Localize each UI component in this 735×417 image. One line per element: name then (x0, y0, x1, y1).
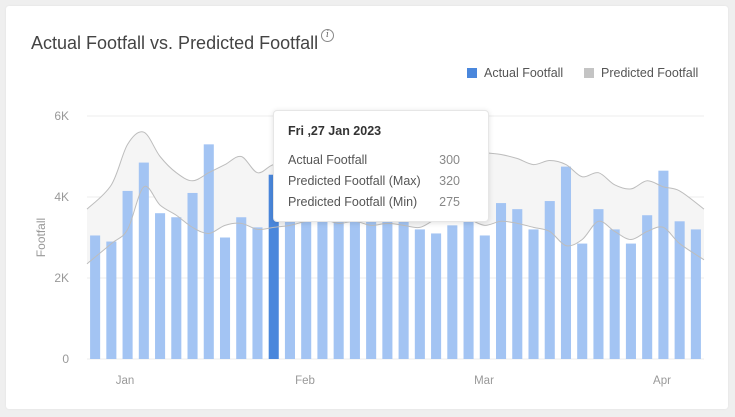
legend-item-predicted[interactable]: Predicted Footfall (584, 66, 698, 80)
bar (658, 170, 669, 359)
bar-highlighted (268, 174, 279, 359)
tooltip-row-min: Predicted Footfall (Min) 275 (288, 195, 474, 211)
tooltip-value: 275 (439, 195, 460, 209)
bar (333, 217, 344, 359)
chart-title: Actual Footfall vs. Predicted Footfall (31, 33, 319, 53)
y-tick-label: 2K (54, 271, 69, 285)
bar (284, 221, 295, 359)
bar (512, 209, 523, 359)
bar (463, 213, 474, 359)
legend-label-predicted: Predicted Footfall (601, 66, 699, 80)
bar (171, 217, 182, 359)
bar (496, 203, 507, 359)
tooltip-row-actual: Actual Footfall 300 (288, 153, 474, 169)
bar (593, 209, 604, 359)
tooltip-value: 300 (439, 153, 460, 167)
info-icon[interactable]: i (321, 29, 334, 42)
tooltip-label: Predicted Footfall (Min) (288, 195, 418, 209)
bar (577, 243, 588, 359)
bar (625, 243, 636, 359)
bar (447, 225, 458, 359)
x-tick-label: Feb (295, 375, 315, 387)
bar (560, 166, 572, 359)
bar (382, 219, 393, 359)
tooltip-label: Actual Footfall (288, 153, 368, 167)
bar (642, 215, 653, 359)
legend-swatch-actual (467, 68, 477, 78)
y-axis-label: Footfall (34, 218, 48, 257)
bar (203, 144, 214, 359)
bar (219, 237, 231, 359)
bar (106, 241, 117, 359)
bar (414, 229, 425, 359)
bar (674, 221, 685, 359)
bar (301, 217, 312, 359)
predicted-min-line (86, 185, 705, 265)
bar (317, 221, 328, 359)
bar (366, 221, 377, 359)
legend-label-actual: Actual Footfall (484, 66, 564, 80)
x-tick-label: Mar (474, 375, 494, 387)
bar (528, 229, 539, 359)
bar (479, 235, 490, 359)
y-tick-label: 0 (62, 352, 69, 366)
tooltip-title: Fri ,27 Jan 2023 (288, 124, 382, 138)
legend-swatch-predicted (584, 68, 594, 78)
bar (187, 192, 198, 359)
bar (544, 201, 555, 359)
chart-tooltip: Fri ,27 Jan 2023 Actual Footfall 300 Pre… (273, 110, 489, 222)
tooltip-row-max: Predicted Footfall (Max) 320 (288, 174, 474, 190)
x-tick-label: Jan (116, 375, 135, 387)
bar (252, 227, 263, 359)
bar (122, 190, 133, 359)
bar (398, 221, 409, 359)
y-tick-label: 4K (54, 190, 69, 204)
legend-item-actual[interactable]: Actual Footfall (467, 66, 563, 80)
bar (138, 162, 149, 359)
tooltip-label: Predicted Footfall (Max) (288, 174, 421, 188)
bar (609, 229, 620, 359)
bar (155, 213, 166, 359)
x-tick-label: Apr (653, 375, 671, 387)
bar (349, 217, 360, 359)
tooltip-value: 320 (439, 174, 460, 188)
y-tick-label: 6K (54, 109, 69, 123)
bar (431, 233, 442, 359)
bar (690, 229, 701, 359)
bar (236, 217, 247, 359)
bar (90, 235, 101, 359)
